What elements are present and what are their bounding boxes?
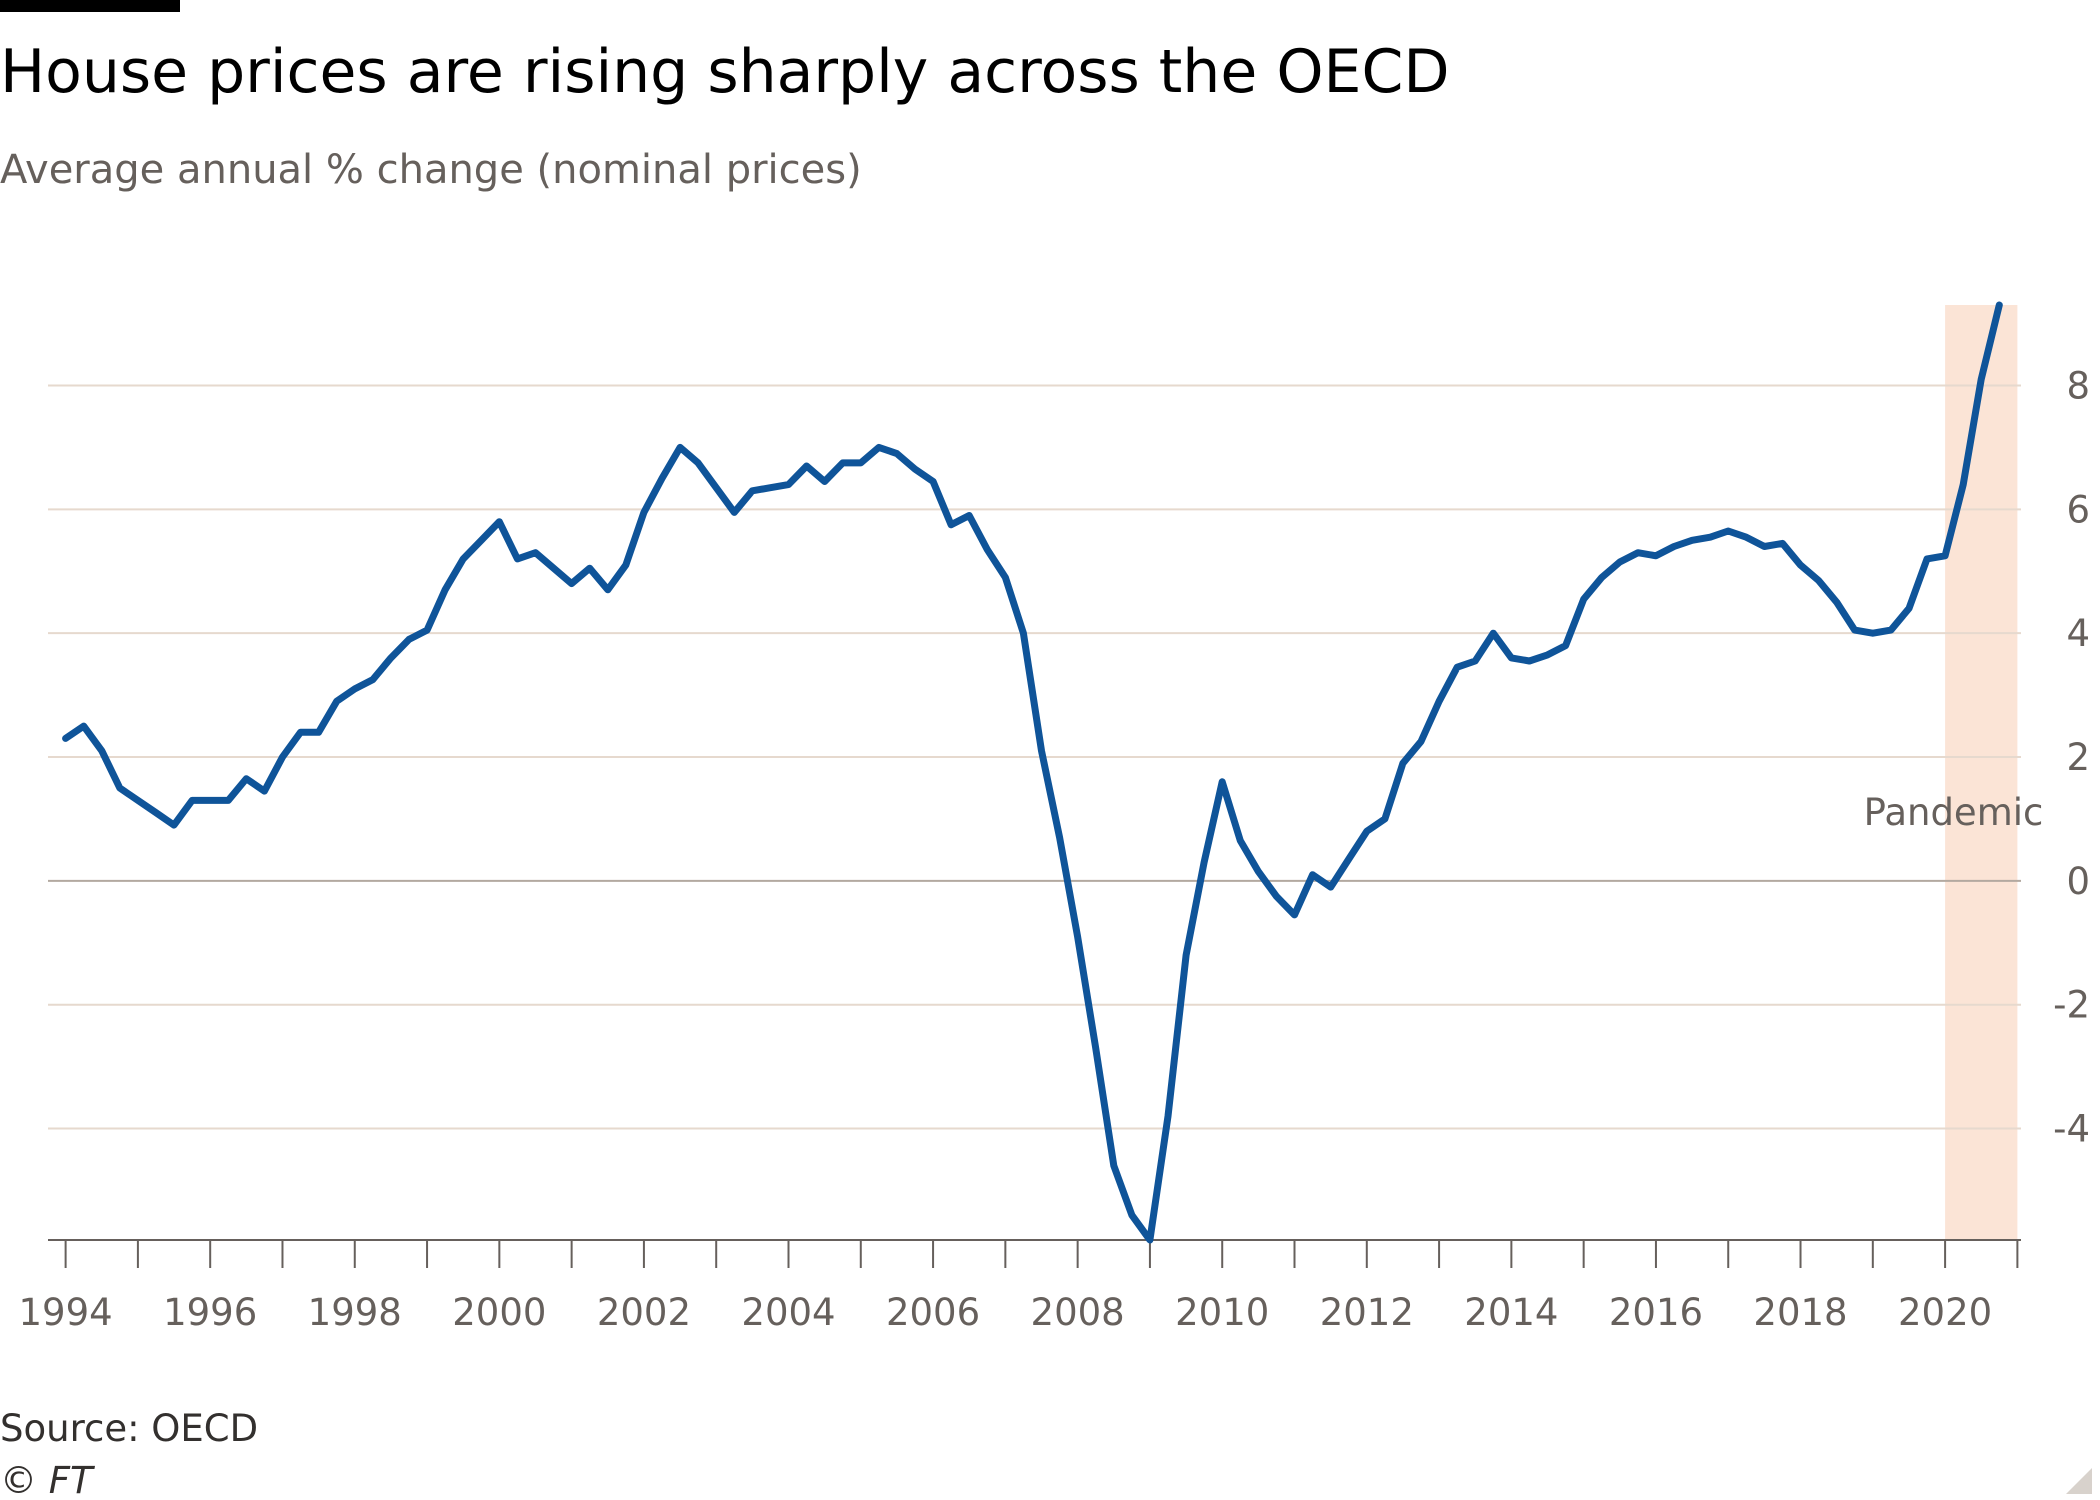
copyright-note: © FT [0, 1459, 95, 1500]
series-layer [62, 301, 2003, 1244]
x-tick-label: 2008 [1031, 1291, 1125, 1334]
x-tick-label: 1996 [163, 1291, 257, 1334]
y-tick-label: 6 [2066, 488, 2090, 531]
x-tick-label: 2002 [597, 1291, 691, 1334]
y-tick-label: 0 [2066, 860, 2090, 903]
y-tick-label: -2 [2053, 984, 2090, 1027]
y-tick-label: 8 [2066, 364, 2090, 407]
x-tick-label: 2020 [1898, 1291, 1992, 1334]
chart-subtitle: Average annual % change (nominal prices) [0, 147, 862, 193]
shaded-region-label-0: Pandemic [1864, 791, 2044, 834]
x-tick-label: 2010 [1175, 1291, 1269, 1334]
x-axis: 1994 1996 1998 2000 2002 2004 2006 2008 2010 2012… [19, 1239, 2021, 1334]
x-tick-label: 2006 [886, 1291, 980, 1334]
gridlines [48, 384, 2021, 1130]
x-tick-label: 2014 [1464, 1291, 1558, 1334]
top-accent-bar [0, 0, 180, 12]
x-tick-label: 2016 [1609, 1291, 1703, 1334]
x-tick-label: 2004 [741, 1291, 835, 1334]
corner-fold-icon [2066, 1468, 2092, 1494]
y-tick-label: 2 [2066, 736, 2090, 779]
y-axis-ticks: -4 -2 0 2 4 6 8 [2053, 364, 2090, 1150]
x-tick-label: 2000 [452, 1291, 546, 1334]
x-tick-label: 1994 [19, 1291, 113, 1334]
source-note: Source: OECD [0, 1407, 258, 1450]
y-tick-label: 4 [2066, 612, 2090, 655]
x-tick-label: 2018 [1753, 1291, 1847, 1334]
series-line-0 [62, 301, 2003, 1244]
annotations: Pandemic [1864, 791, 2044, 834]
chart-title: House prices are rising sharply across t… [0, 37, 1450, 107]
x-tick-label: 2012 [1320, 1291, 1414, 1334]
y-tick-label: -4 [2053, 1108, 2090, 1151]
x-tick-label: 1998 [308, 1291, 402, 1334]
shaded-region-0 [1945, 305, 2018, 1240]
shaded-regions [1945, 305, 2018, 1240]
